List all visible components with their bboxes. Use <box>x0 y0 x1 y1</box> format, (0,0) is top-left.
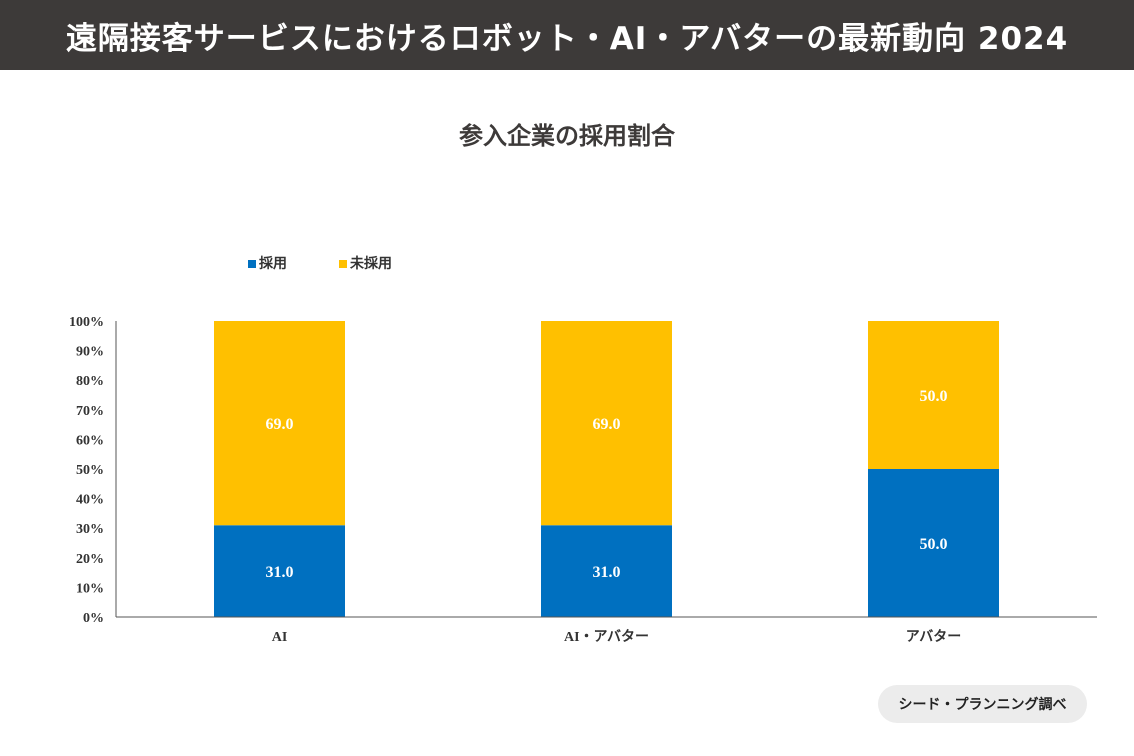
bar-not-adopted <box>541 321 672 526</box>
y-tick-label: 60% <box>76 433 104 448</box>
source-badge: シード・プランニング調べ <box>878 685 1087 723</box>
data-label: 50.0 <box>920 388 948 405</box>
bar-adopted <box>868 469 999 617</box>
data-label: 69.0 <box>593 416 621 433</box>
data-label: 31.0 <box>266 564 294 581</box>
bar-not-adopted <box>868 321 999 469</box>
x-tick-label: AI・アバター <box>564 629 649 645</box>
legend-swatch <box>339 260 347 268</box>
x-tick-label: アバター <box>906 629 961 645</box>
y-tick-label: 90% <box>76 345 104 360</box>
bar-not-adopted <box>214 321 345 526</box>
x-tick-label: AI <box>272 630 288 645</box>
y-tick-label: 0% <box>83 611 104 626</box>
legend-label: 未採用 <box>350 255 392 272</box>
y-tick-label: 30% <box>76 522 104 537</box>
y-tick-label: 100% <box>69 315 104 330</box>
header-bar: 遠隔接客サービスにおけるロボット・AI・アバターの最新動向 2024 <box>0 0 1134 70</box>
y-tick-label: 20% <box>76 552 104 567</box>
legend-swatch <box>248 260 256 268</box>
page-title: 遠隔接客サービスにおけるロボット・AI・アバターの最新動向 2024 <box>65 20 1069 57</box>
y-tick-label: 80% <box>76 374 104 389</box>
y-tick-label: 70% <box>76 404 104 419</box>
chart-title: 参入企業の採用割合 <box>459 122 675 150</box>
data-label: 31.0 <box>593 564 621 581</box>
y-tick-label: 50% <box>76 463 104 478</box>
bar-adopted <box>541 525 672 617</box>
y-tick-label: 40% <box>76 493 104 508</box>
data-label: 50.0 <box>920 536 948 553</box>
y-tick-label: 10% <box>76 581 104 596</box>
source-label: シード・プランニング調べ <box>898 697 1067 713</box>
data-label: 69.0 <box>266 416 294 433</box>
legend-label: 採用 <box>259 255 287 272</box>
bar-adopted <box>214 525 345 617</box>
